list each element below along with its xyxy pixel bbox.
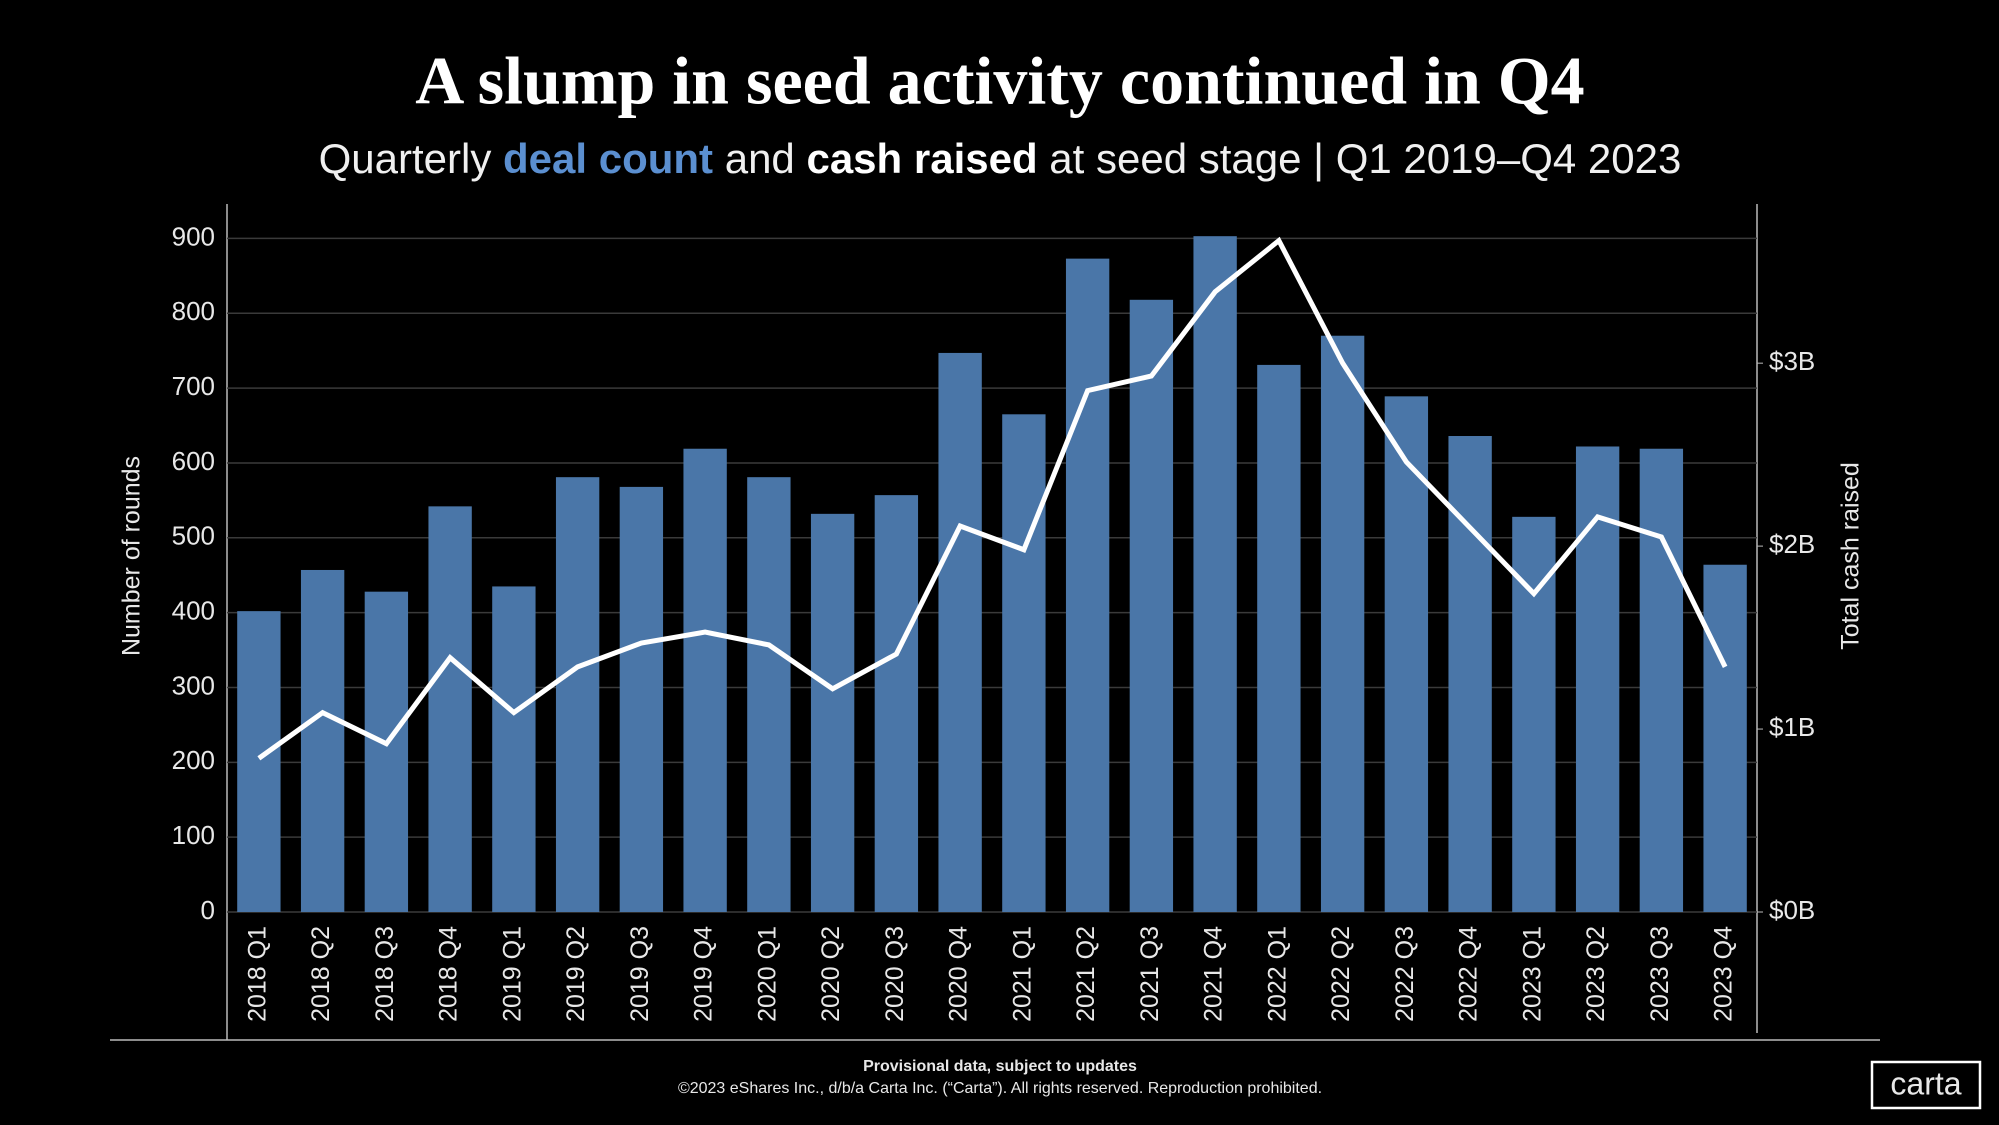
subtitle-text: Quarterly: [319, 135, 492, 182]
y-tick-label: 800: [172, 296, 215, 326]
x-tick-label: 2018 Q3: [371, 926, 399, 1022]
y-tick-label: 700: [172, 371, 215, 401]
bar: [1512, 516, 1556, 912]
x-tick-label: 2022 Q2: [1327, 926, 1355, 1022]
y2-tick-label: $3B: [1769, 346, 1815, 376]
x-tick-label: 2019 Q3: [626, 926, 654, 1022]
y-tick-label: 400: [172, 596, 215, 626]
bar: [428, 506, 472, 912]
x-tick-label: 2022 Q3: [1391, 926, 1419, 1022]
bar: [1703, 564, 1747, 912]
bar: [874, 495, 919, 912]
bar: [237, 611, 281, 912]
bar: [1065, 258, 1110, 912]
y2-axis-title: Total cash raised: [1837, 462, 1865, 650]
legend-entry: deal count: [503, 135, 713, 182]
x-tick-label: 2021 Q3: [1136, 926, 1164, 1022]
subtitle-text: and: [725, 135, 795, 182]
bar: [938, 352, 982, 912]
x-tick-label: 2021 Q4: [1200, 926, 1228, 1022]
x-tick-label: 2020 Q3: [881, 926, 909, 1022]
bar: [1384, 396, 1429, 912]
y-tick-label: 200: [172, 745, 215, 775]
bar: [1639, 448, 1684, 912]
bar: [1193, 236, 1237, 912]
x-tick-label: 2022 Q4: [1455, 926, 1483, 1022]
x-tick-label: 2018 Q1: [243, 926, 271, 1022]
x-tick-label: 2019 Q4: [690, 926, 718, 1022]
y-tick-label: 900: [172, 221, 215, 251]
bar: [747, 477, 791, 912]
x-tick-label: 2020 Q4: [945, 926, 973, 1022]
bar: [1257, 364, 1301, 913]
y-tick-label: 500: [172, 521, 215, 551]
x-tick-label: 2019 Q2: [562, 926, 590, 1022]
bar: [683, 448, 727, 912]
bar: [555, 477, 600, 912]
x-tick-label: 2022 Q1: [1263, 926, 1291, 1022]
copyright: ©2023 eShares Inc., d/b/a Carta Inc. (“C…: [678, 1080, 1322, 1097]
bar: [1448, 436, 1492, 912]
x-tick-label: 2018 Q4: [435, 926, 463, 1022]
x-tick-label: 2020 Q1: [753, 926, 781, 1022]
y-tick-label: 300: [172, 670, 215, 700]
y2-tick-label: $2B: [1769, 529, 1815, 559]
y-tick-label: 600: [172, 446, 215, 476]
y2-tick-label: $1B: [1769, 712, 1815, 742]
x-tick-label: 2023 Q4: [1710, 926, 1738, 1022]
logo-box: [1870, 1060, 1982, 1110]
bar: [364, 591, 409, 912]
bar: [619, 486, 664, 912]
y2-tick-label: $0B: [1769, 895, 1815, 925]
legend-entry: cash raised: [806, 135, 1037, 182]
bar: [810, 513, 855, 912]
chart-subtitle: Quarterly deal count and cash raised at …: [319, 135, 1682, 182]
x-tick-label: 2021 Q1: [1008, 926, 1036, 1022]
y-tick-label: 0: [201, 895, 215, 925]
x-tick-label: 2018 Q2: [307, 926, 335, 1022]
x-tick-label: 2023 Q1: [1518, 926, 1546, 1022]
subtitle-text: at seed stage | Q1 2019–Q4 2023: [1049, 135, 1681, 182]
bar: [300, 569, 345, 912]
bar: [1320, 335, 1365, 912]
bar: [492, 586, 536, 912]
chart-title: A slump in seed activity continued in Q4: [415, 43, 1584, 119]
y-tick-label: 100: [172, 820, 215, 850]
x-tick-label: 2019 Q1: [498, 926, 526, 1022]
x-tick-label: 2020 Q2: [817, 926, 845, 1022]
x-tick-label: 2021 Q2: [1072, 926, 1100, 1022]
y-axis-title: Number of rounds: [118, 456, 146, 656]
bar: [1129, 299, 1174, 913]
x-tick-label: 2023 Q2: [1582, 926, 1610, 1022]
bar: [1575, 446, 1620, 912]
line: [257, 236, 1728, 761]
footnote: Provisional data, subject to updates: [863, 1058, 1137, 1075]
logo: carta: [1890, 1065, 1961, 1101]
x-tick-label: 2023 Q3: [1646, 926, 1674, 1022]
bar: [1002, 414, 1046, 912]
